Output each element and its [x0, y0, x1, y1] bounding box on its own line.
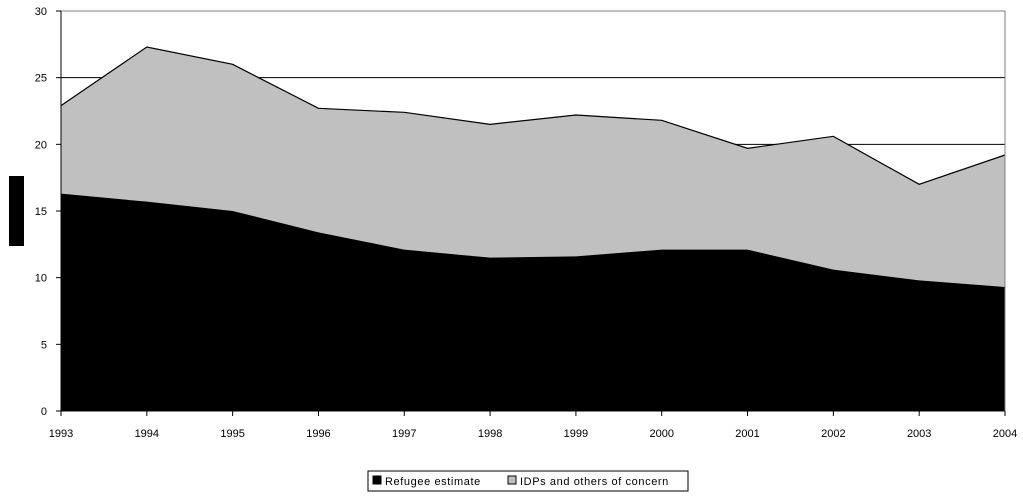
axes: 0 5 10 15 20 25 30 1993 1994 1995 1996 1997 1998 1999… — [35, 6, 1017, 440]
legend-label-idps: IDPs and others of concern — [520, 476, 669, 488]
x-tick-label-2001: 2001 — [735, 428, 759, 440]
series-line-1 — [60, 46, 1006, 185]
legend-label-refugee: Refugee estimate — [385, 476, 481, 488]
x-tick-label-1999: 1999 — [564, 428, 588, 440]
x-tick-label-1997: 1997 — [392, 428, 416, 440]
x-tick-label-2003: 2003 — [907, 428, 931, 440]
x-tick-label-1993: 1993 — [49, 428, 73, 440]
x-tick-label-2002: 2002 — [821, 428, 845, 440]
x-tick-label-1998: 1998 — [478, 428, 502, 440]
y-tick-label-20: 20 — [35, 139, 47, 151]
plot-area — [60, 10, 1006, 412]
x-tick-label-2004: 2004 — [993, 428, 1017, 440]
y-axis-title-block — [9, 176, 24, 246]
y-tick-label-15: 15 — [35, 206, 47, 218]
area-series-0 — [61, 193, 1005, 411]
legend: Refugee estimate IDPs and others of conc… — [367, 470, 689, 492]
area-series-1 — [61, 47, 1005, 287]
legend-box — [367, 470, 689, 492]
legend-swatch-refugee — [372, 475, 382, 485]
y-tick-label-10: 10 — [35, 273, 47, 285]
x-tick-label-1996: 1996 — [306, 428, 330, 440]
x-tick-label-2000: 2000 — [649, 428, 673, 440]
series-areas — [60, 46, 1006, 411]
y-tick-label-30: 30 — [35, 6, 47, 18]
x-tick-label-1994: 1994 — [135, 428, 159, 440]
y-tick-label-25: 25 — [35, 73, 47, 85]
y-tick-label-5: 5 — [41, 339, 47, 351]
x-tick-label-1995: 1995 — [220, 428, 244, 440]
legend-swatch-idps — [507, 475, 517, 485]
y-tick-label-0: 0 — [41, 406, 47, 418]
